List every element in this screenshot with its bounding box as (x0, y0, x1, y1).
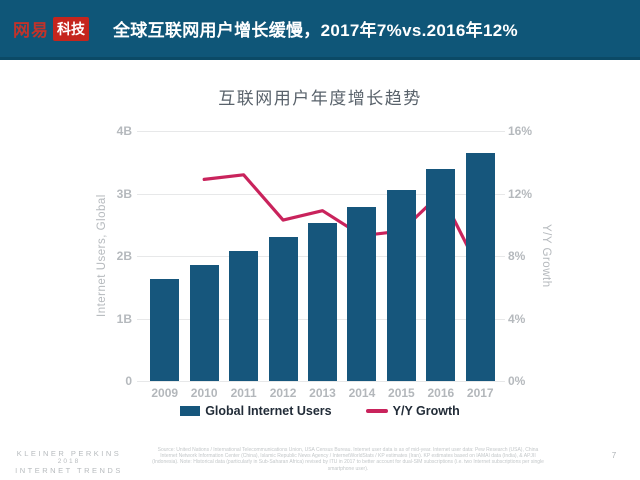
tick-label: 8% (508, 249, 526, 263)
x-axis-labels: 2009 2010 2011 2012 2013 2014 2015 2016 2017 (145, 386, 500, 401)
bar-2012 (268, 236, 298, 381)
bar-2009 (150, 279, 180, 381)
x-tick-label: 2010 (190, 386, 218, 400)
legend-item-bars: Global Internet Users (180, 404, 332, 418)
bar-2017 (465, 152, 495, 381)
gridline (137, 193, 505, 195)
kleiner-perkins-brand: KLEINER PERKINS 2018 INTERNET TRENDS (8, 449, 130, 475)
x-tick-label: 2014 (348, 386, 376, 400)
brand-line-1: KLEINER PERKINS (16, 449, 122, 458)
x-tick-label: 2013 (309, 386, 336, 400)
x-tick-label: 2017 (466, 386, 494, 400)
brand-line-2: 2018 (57, 458, 81, 465)
netease-tech-logo[interactable]: 网易 科技 (13, 16, 89, 41)
tick-label: 4% (508, 311, 526, 326)
header-bar: 网易 科技 全球互联网用户增长缓慢，2017年7%vs.2016年12% (0, 0, 640, 60)
bar-swatch-icon (180, 406, 201, 416)
tick-label: 1B (116, 311, 132, 326)
x-tick-label: 2015 (388, 386, 415, 400)
tech-badge: 科技 (53, 16, 89, 41)
plot-area (145, 131, 500, 381)
line-swatch-icon (365, 409, 388, 413)
y-axis-right-ticks: 16% 12% 8% 4% 0% (508, 124, 558, 388)
gridline (137, 131, 505, 132)
gridline (137, 381, 505, 382)
y-axis-left-title: Internet Users, Global (96, 194, 108, 318)
tick-label: 0% (508, 374, 526, 388)
chart-legend: Global Internet Users Y/Y Growth (0, 404, 640, 418)
legend-item-line: Y/Y Growth (365, 404, 460, 418)
bar-2013 (308, 222, 337, 381)
y-axis-left-ticks: 4B 3B 2B 1B 0 (60, 124, 132, 388)
tick-label: 0 (125, 374, 132, 388)
article-title: 全球互联网用户增长缓慢，2017年7%vs.2016年12% (113, 21, 518, 40)
tick-label: 12% (508, 186, 533, 201)
bar-2011 (229, 251, 259, 381)
legend-label-line: Y/Y Growth (392, 404, 460, 418)
x-tick-label: 2012 (269, 386, 297, 400)
x-tick-label: 2016 (427, 386, 455, 400)
source-note: Source: United Nations / International T… (152, 447, 544, 472)
tick-label: 2B (116, 249, 132, 263)
tick-label: 3B (116, 186, 132, 201)
bar-2015 (386, 190, 416, 381)
bar-2010 (189, 264, 219, 381)
bar-2016 (426, 168, 456, 381)
tick-label: 4B (116, 124, 132, 138)
brand-line-3: INTERNET TRENDS (15, 466, 123, 475)
y-axis-right-title: Y/Y Growth (540, 224, 552, 288)
page-number: 7 (611, 451, 617, 460)
tick-label: 16% (508, 124, 533, 138)
bar-2014 (347, 207, 377, 381)
chart-title: 互联网用户年度增长趋势 (218, 89, 422, 108)
netease-logo-text: 网易 (13, 21, 49, 40)
legend-label-bars: Global Internet Users (205, 404, 332, 418)
x-tick-label: 2009 (151, 386, 179, 400)
x-tick-label: 2011 (230, 386, 257, 400)
